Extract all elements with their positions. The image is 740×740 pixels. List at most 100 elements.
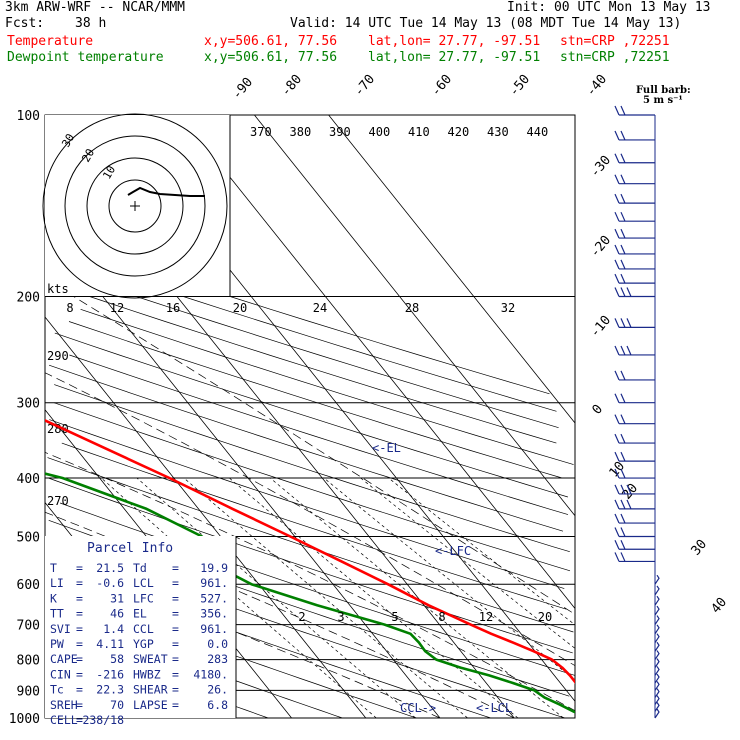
isotherm-label: -90 [230,75,257,103]
wind-barb [614,273,655,284]
parcel-info-cell: = [76,591,83,605]
parcel-info-cell: T [50,561,57,575]
parcel-info-cell: = [172,622,179,636]
isotherm-line [44,316,367,719]
pressure-tick-label: 600 [17,578,40,593]
wind-barb [614,451,655,462]
parcel-info-cell: = [172,637,179,651]
wind-barb [654,695,660,705]
mixing-ratio-label: 20 [538,610,552,624]
wind-barb [614,414,655,425]
wind-barb [614,484,655,495]
hodograph-ring [64,135,206,277]
wind-barb [614,370,655,381]
init-time: Init: 00 UTC Mon 13 May 13 [507,0,711,15]
mixing-ratio-line [269,477,564,718]
wind-barb [614,228,655,239]
parcel-info-cell: = [76,622,83,636]
pressure-tick-label: 900 [17,684,40,699]
wind-barb [614,153,655,164]
mixing-ratio-line [323,477,575,681]
wind-barb [654,633,660,643]
wind-barb [614,552,655,563]
mixing-ratio-line [229,477,519,718]
wind-barb [614,105,655,116]
level-annotation: <-LCL [476,701,512,715]
hodograph-ring-label: 10 [100,164,118,182]
theta-label: 430 [487,125,509,139]
parcel-info-cell: 4180. [193,667,228,681]
theta-label: 400 [369,125,391,139]
parcel-info-cell: SVI [50,622,71,636]
mixing-ratio-label: 8 [66,301,73,315]
mixing-ratio-label: 5 [391,610,398,624]
wind-barb [654,658,660,668]
parcel-info-cell: = [172,607,179,621]
dry-adiabat-line [53,268,559,429]
parcel-info-cell: SWEAT [133,652,168,666]
parcel-info-cell: CELL [50,713,78,727]
wind-barb [654,641,660,652]
dry-adiabat-line [48,364,564,532]
isotherm-line [254,114,576,516]
parcel-info-cell: = [76,713,83,727]
isotherm-line [179,114,576,609]
barb-key-title: Full barb: [636,85,691,96]
moist-adiabat-line [45,372,575,667]
dewpoint-legend: Dewpoint temperature [7,50,164,65]
mixing-ratio-line [388,477,575,626]
dry-adiabat-line [68,321,563,479]
wind-barb [654,585,660,596]
dry-adiabat-line [80,308,574,465]
isotherm-label: 0 [590,402,607,418]
model-title: 3km ARW-WRF -- NCAR/MMM [5,0,186,15]
parcel-info-cell: 0.0 [207,637,228,651]
parcel-info-cell: = [76,637,83,651]
wind-barb [614,345,655,356]
parcel-info-cell: = [172,591,179,605]
parcel-info-cell: 356. [200,607,228,621]
parcel-info-cell: LFC [133,591,154,605]
wind-barb [654,574,660,585]
pressure-tick-label: 100 [17,109,40,124]
wind-barb [614,211,655,222]
parcel-info-cell: SREH [50,698,78,712]
theta-label: 370 [250,125,272,139]
isotherm-line [328,114,576,424]
isotherm-label: -20 [588,233,615,261]
isotherm-label: -60 [429,72,456,100]
hodograph-trace [127,186,205,197]
pressure-tick-label: 1000 [9,712,40,727]
theta-label: 290 [47,349,69,363]
isotherm-label: -70 [352,72,379,100]
wind-barb [614,318,655,328]
mixing-ratio-label: 28 [405,301,419,315]
mixing-ratio-line [360,477,575,649]
wind-barb [614,174,655,185]
parcel-info-cell: LCL [133,576,154,590]
theta-label: 380 [290,125,312,139]
isotherm-label: -80 [279,72,306,100]
parcel-info-cell: CAPE [50,652,78,666]
parcel-info-cell: LI [50,576,64,590]
wind-barb [654,702,660,712]
isotherm-label: -50 [507,72,534,100]
mixing-ratio-label: 32 [501,301,515,315]
temperature-xy: x,y=506.61, 77.56 [204,34,338,49]
dry-adiabat-line [53,402,571,572]
hodograph-ring-label: 20 [79,147,97,165]
parcel-info-cell: 238/18 [82,713,124,727]
wind-barb [614,540,655,550]
isotherm-line [44,224,441,719]
parcel-info-cell: 46 [110,607,124,621]
wind-barb [614,393,655,404]
forecast-label: Fcst: [5,16,45,31]
hodograph-ring-label: 30 [59,132,77,150]
mixing-ratio-label: 20 [233,301,247,315]
parcel-info-cell: = [76,683,83,697]
parcel-info-cell: 961. [200,622,228,636]
mixing-ratio-line [183,477,468,718]
parcel-info-cell: = [172,561,179,575]
parcel-info-cell: 961. [200,576,228,590]
pressure-tick-label: 700 [17,619,40,634]
